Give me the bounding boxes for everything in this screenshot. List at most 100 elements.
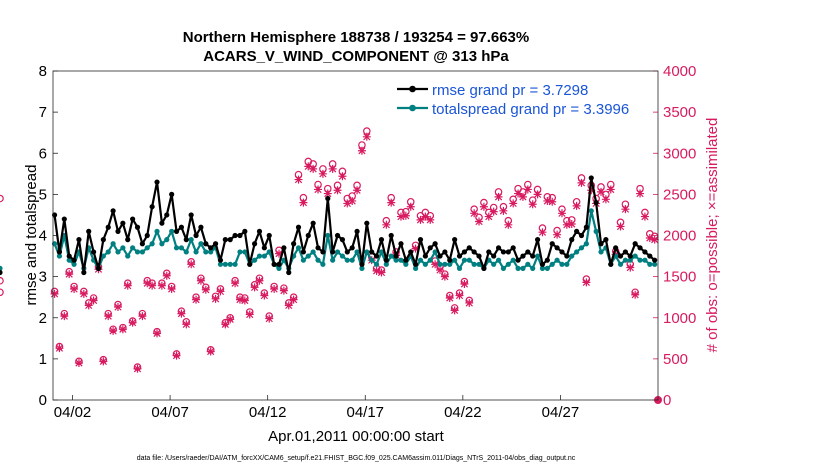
totalspread-point: [442, 261, 448, 267]
rmse-point: [330, 249, 336, 255]
plot-area: 0 1 2 3 4 5 6 7 8 0 500 1000 1500 2000 2500 3000 3500 400…: [0, 63, 696, 421]
obs-assimilated-point: [440, 272, 449, 281]
totalspread-point: [315, 257, 321, 263]
totalspread-point: [208, 249, 214, 255]
rmse-point: [530, 253, 536, 259]
rmse-point: [86, 228, 92, 234]
obs-assimilated-point: [616, 222, 625, 231]
y-left-tick-label: 8: [39, 63, 47, 80]
rmse-point: [588, 175, 594, 181]
footer-data-file: data file: /Users/raeder/DAI/ATM_forcXX/…: [137, 455, 576, 462]
totalspread-point: [125, 253, 131, 259]
rmse-point: [520, 253, 526, 259]
rmse-point: [432, 241, 438, 247]
rmse-point: [495, 245, 502, 251]
obs-assimilated-point: [162, 271, 171, 280]
obs-assimilated-point: [279, 286, 288, 295]
totalspread-point: [159, 241, 165, 247]
totalspread-point: [500, 265, 507, 271]
rmse-point: [417, 237, 424, 243]
obs-assimilated-point: [416, 215, 425, 224]
rmse-point: [627, 253, 633, 259]
rmse-point: [100, 237, 106, 243]
totalspread-point: [203, 249, 209, 255]
rmse-point: [115, 228, 121, 234]
rmse-point: [544, 257, 550, 263]
rmse-point: [110, 208, 116, 214]
rmse-point: [593, 200, 599, 206]
totalspread-point: [320, 261, 326, 267]
rmse-point: [466, 245, 472, 251]
obs-assimilated-point: [216, 287, 225, 296]
rmse-point: [144, 232, 150, 239]
obs-assimilated-point: [372, 266, 381, 275]
totalspread-point: [339, 253, 346, 259]
obs-assimilated-point: [196, 276, 205, 285]
totalspread-point: [388, 253, 394, 259]
obs-assimilated-point: [104, 312, 113, 321]
obs-assimilated-point: [621, 205, 630, 214]
obs-assimilated-point: [343, 199, 352, 208]
obs-assimilated-point: [548, 197, 557, 206]
totalspread-point: [193, 249, 199, 255]
obs-assimilated-point: [265, 314, 274, 323]
totalspread-point: [588, 208, 594, 214]
rmse-point: [554, 245, 560, 251]
totalspread-point: [378, 249, 385, 255]
rmse-point: [491, 253, 497, 259]
totalspread-point: [534, 253, 541, 259]
obs-assimilated-point: [509, 199, 518, 208]
rmse-point: [154, 179, 160, 185]
obs-assimilated-point: [577, 178, 586, 187]
obs-assimilated-point: [606, 185, 615, 194]
obs-assimilated-point: [523, 185, 532, 194]
totalspread-point: [544, 265, 550, 271]
obs-assimilated-point: [177, 309, 186, 318]
totalspread-point: [188, 237, 194, 243]
rmse-point: [534, 237, 541, 243]
totalspread-point: [354, 249, 360, 255]
obs-assimilated-point: [226, 315, 235, 324]
rmse-point: [217, 257, 224, 263]
totalspread-point: [495, 257, 502, 263]
y-left-tick-label: 4: [39, 228, 47, 245]
totalspread-point: [56, 253, 63, 259]
rmse-point: [66, 253, 72, 259]
rmse-point: [271, 261, 277, 267]
y-left-tick-label: 6: [39, 145, 47, 162]
obs-assimilated-point: [240, 296, 249, 305]
rmse-point: [349, 245, 355, 251]
y-axis-left-label: rmse and totalspread: [23, 165, 40, 306]
obs-assimilated-point: [143, 279, 152, 288]
obs-assimilated-point: [74, 358, 83, 367]
totalspread-point: [295, 245, 302, 251]
rmse-point: [413, 261, 419, 267]
obs-assimilated-point: [406, 202, 415, 211]
obs-assimilated-point: [255, 276, 264, 285]
obs-assimilated-point: [270, 284, 279, 293]
obs-assimilated-point: [494, 192, 503, 201]
totalspread-point: [222, 261, 228, 267]
obs-assimilated-point: [118, 325, 127, 334]
totalspread-point: [598, 249, 604, 255]
y-left-tick-label: 5: [39, 186, 47, 203]
totalspread-point: [369, 257, 375, 263]
totalspread-point: [364, 249, 370, 255]
obs-assimilated-point: [587, 186, 596, 195]
totalspread-point: [149, 241, 155, 247]
obs-assimilated-point: [55, 344, 64, 353]
obs-possible-point: [0, 276, 4, 285]
totalspread-point: [549, 261, 555, 267]
totalspread-point: [452, 257, 458, 263]
obs-assimilated-point: [284, 301, 293, 310]
totalspread-point: [461, 257, 467, 263]
obs-assimilated-point: [567, 219, 576, 228]
rmse-point: [242, 228, 248, 234]
rmse-point: [471, 249, 477, 255]
rmse-point: [208, 245, 214, 251]
totalspread-point: [373, 261, 380, 267]
obs-assimilated-point: [274, 249, 283, 258]
rmse-point: [125, 237, 131, 243]
rmse-point: [427, 245, 433, 251]
obs-assimilated-point: [518, 192, 527, 201]
